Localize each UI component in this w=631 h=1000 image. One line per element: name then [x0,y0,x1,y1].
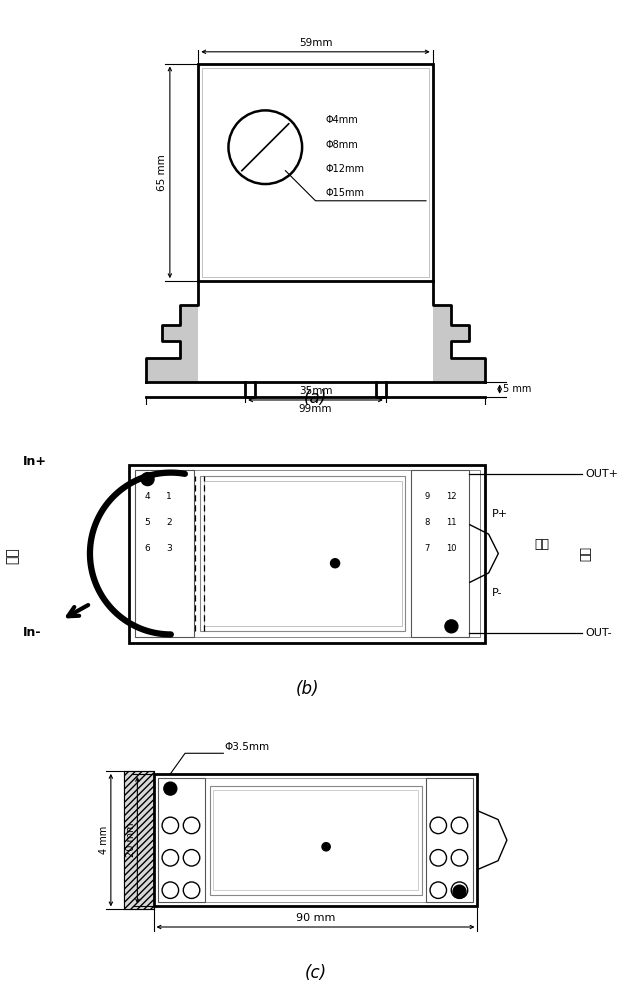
Text: 4 mm: 4 mm [100,826,109,854]
Circle shape [322,843,330,851]
Circle shape [141,473,154,486]
FancyBboxPatch shape [135,470,194,637]
Text: Φ8mm: Φ8mm [326,140,358,150]
Text: 6: 6 [144,544,150,553]
Text: 11: 11 [446,518,457,527]
Text: 2: 2 [167,518,172,527]
Text: 输入: 输入 [6,547,20,564]
FancyBboxPatch shape [124,771,153,909]
Text: P+: P+ [492,509,508,519]
Text: 10: 10 [446,544,457,553]
Text: 输出: 输出 [579,546,593,561]
FancyBboxPatch shape [129,465,485,643]
Circle shape [453,885,466,898]
FancyBboxPatch shape [411,470,469,637]
Text: 90 mm: 90 mm [296,913,335,923]
FancyBboxPatch shape [255,382,376,397]
FancyBboxPatch shape [209,786,422,895]
Text: P-: P- [492,588,502,598]
Text: 8: 8 [425,518,430,527]
FancyBboxPatch shape [158,778,205,902]
Text: 5: 5 [144,518,150,527]
Text: 电源: 电源 [534,538,549,551]
Text: 35mm: 35mm [298,386,333,396]
Text: (b): (b) [296,680,319,698]
Text: Φ4mm: Φ4mm [326,115,358,125]
FancyBboxPatch shape [198,64,433,281]
Text: In+: In+ [23,455,47,468]
Text: 3: 3 [167,544,172,553]
FancyBboxPatch shape [426,778,473,902]
Text: Φ12mm: Φ12mm [326,164,365,174]
Text: 7: 7 [425,544,430,553]
Text: 5 mm: 5 mm [503,384,531,394]
Text: 12: 12 [446,492,457,501]
Text: 20 mm: 20 mm [126,823,136,857]
Text: 1: 1 [167,492,172,501]
Circle shape [445,620,458,633]
Text: (c): (c) [304,964,327,982]
Text: OUT+: OUT+ [586,469,619,479]
Text: 9: 9 [425,492,430,501]
FancyBboxPatch shape [124,771,153,909]
Text: In-: In- [23,626,41,639]
Circle shape [164,782,177,795]
Text: OUT-: OUT- [586,628,612,638]
Circle shape [331,559,339,568]
Text: 4: 4 [144,492,150,501]
Text: 99mm: 99mm [298,404,333,414]
Text: Φ15mm: Φ15mm [326,188,365,198]
Text: 65 mm: 65 mm [157,154,167,191]
Text: Φ3.5mm: Φ3.5mm [225,742,270,752]
Polygon shape [433,281,485,382]
Polygon shape [146,281,198,382]
FancyBboxPatch shape [200,476,406,631]
Text: 59mm: 59mm [298,38,333,48]
Text: (a): (a) [304,389,327,407]
FancyBboxPatch shape [153,774,478,906]
